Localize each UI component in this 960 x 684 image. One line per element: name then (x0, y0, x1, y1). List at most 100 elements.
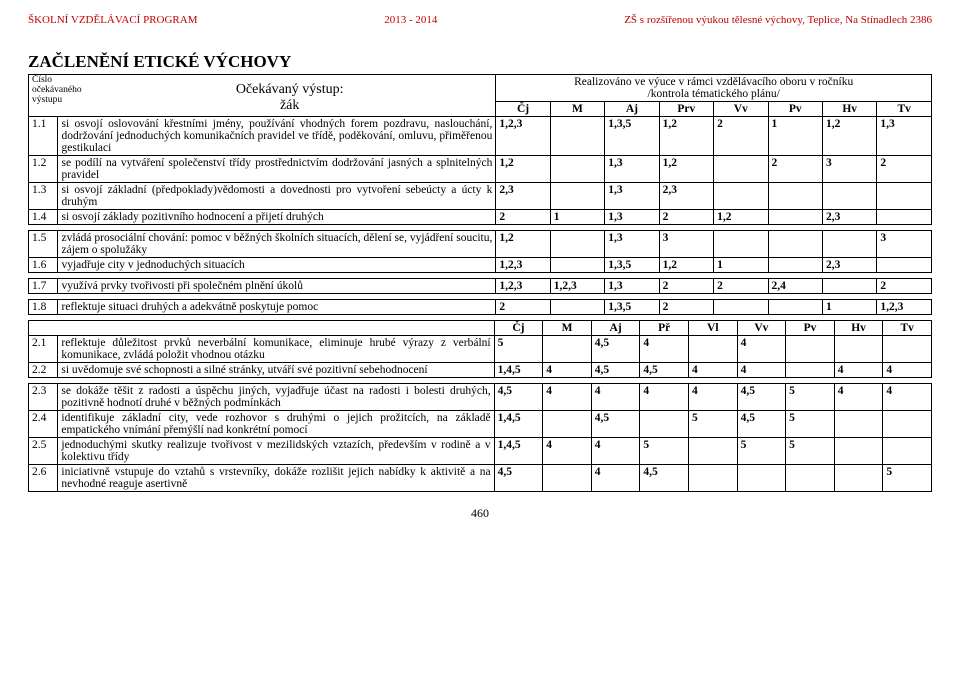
col-h: Tv (897, 103, 910, 115)
sub-r1: Realizováno ve výuce v rámci vzdělávacíh… (574, 76, 853, 88)
row-value: 1,3 (877, 117, 932, 156)
row-value: 1,3,5 (605, 258, 659, 273)
row-value: 4,5 (737, 411, 786, 438)
row-description: jednoduchými skutky realizuje tvořivost … (58, 438, 494, 465)
row-value (768, 300, 822, 315)
row-description: iniciativně vstupuje do vztahů s vrstevn… (58, 465, 494, 492)
col-h: Vv (734, 103, 748, 115)
row-value: 4 (640, 336, 689, 363)
col-h: Prv (677, 103, 695, 115)
table-row: 1.4si osvojí základy pozitivního hodnoce… (29, 210, 932, 225)
row-value (714, 183, 768, 210)
table-row: 2.6iniciativně vstupuje do vztahů s vrst… (29, 465, 932, 492)
row-number: 1.5 (29, 231, 58, 258)
col-h: Hv (851, 322, 866, 334)
row-value: 1,2 (714, 210, 768, 225)
row-value: 1,2 (659, 258, 713, 273)
row-value (834, 411, 883, 438)
row-value: 1,2 (659, 117, 713, 156)
row-description: se podílí na vytváření společenství tříd… (58, 156, 496, 183)
table-2b: 2.3se dokáže těšit z radosti a úspěchu j… (28, 383, 932, 492)
row-value: 3 (659, 231, 713, 258)
row-value: 2 (877, 156, 932, 183)
row-value (834, 465, 883, 492)
row-value (822, 231, 876, 258)
row-value: 4 (834, 384, 883, 411)
row-value: 1,2,3 (550, 279, 604, 294)
row-number: 1.8 (29, 300, 58, 315)
row-value (714, 156, 768, 183)
row-value: 1,4,5 (494, 438, 543, 465)
row-description: si osvojí oslovování křestními jmény, po… (58, 117, 496, 156)
row-value: 4,5 (591, 336, 640, 363)
table-row: 2.3se dokáže těšit z radosti a úspěchu j… (29, 384, 932, 411)
row-value (688, 438, 737, 465)
row-description: si osvojí základní (předpoklady)vědomost… (58, 183, 496, 210)
row-value: 2,3 (659, 183, 713, 210)
row-description: se dokáže těšit z radosti a úspěchu jiný… (58, 384, 494, 411)
row-value: 1,4,5 (494, 411, 543, 438)
col-h: Pv (789, 103, 802, 115)
col-h: Tv (900, 322, 913, 334)
row-number: 2.4 (29, 411, 58, 438)
row-value: 4 (543, 384, 592, 411)
row-description: si osvojí základy pozitivního hodnocení … (58, 210, 496, 225)
row-value: 5 (494, 336, 543, 363)
row-value: 5 (883, 465, 932, 492)
col-h: Pv (804, 322, 817, 334)
row-value: 1,2,3 (496, 279, 550, 294)
row-value: 4,5 (640, 363, 689, 378)
row-value: 1,2 (496, 156, 550, 183)
row-value: 2 (659, 279, 713, 294)
row-value (768, 183, 822, 210)
row-description: reflektuje důležitost prvků neverbální k… (58, 336, 494, 363)
sub-l3: výstupu (32, 95, 62, 105)
table-1b: 1.5zvládá prosociální chování: pomoc v b… (28, 230, 932, 273)
row-value: 1 (822, 300, 876, 315)
table-row: 1.8reflektuje situaci druhých a adekvátn… (29, 300, 932, 315)
row-value: 1,3 (605, 279, 659, 294)
table-row: 1.3si osvojí základní (předpoklady)vědom… (29, 183, 932, 210)
row-value: 1,3 (605, 183, 659, 210)
row-number: 2.2 (29, 363, 58, 378)
table-row: 1.2se podílí na vytváření společenství t… (29, 156, 932, 183)
table-1d: 1.8reflektuje situaci druhých a adekvátn… (28, 299, 932, 315)
row-value: 1,2 (659, 156, 713, 183)
row-number: 1.1 (29, 117, 58, 156)
row-value (883, 336, 932, 363)
row-value: 4 (591, 438, 640, 465)
row-value (877, 210, 932, 225)
row-value (550, 258, 604, 273)
col-header-row-2: Čj M Aj Př Vl Vv Pv Hv Tv (29, 321, 932, 336)
row-value: 4 (591, 465, 640, 492)
row-value: 4 (883, 363, 932, 378)
row-value (543, 336, 592, 363)
row-value: 4 (543, 363, 592, 378)
row-value (834, 438, 883, 465)
row-value: 4,5 (494, 465, 543, 492)
row-value (550, 156, 604, 183)
col-h: M (562, 322, 573, 334)
row-value: 4,5 (494, 384, 543, 411)
row-value: 1,3 (605, 231, 659, 258)
row-value (877, 183, 932, 210)
row-value: 4 (688, 384, 737, 411)
row-value: 4,5 (591, 363, 640, 378)
table-row: 1.5zvládá prosociální chování: pomoc v b… (29, 231, 932, 258)
row-value: 2 (496, 300, 550, 315)
row-value: 4 (834, 363, 883, 378)
row-value: 5 (786, 411, 835, 438)
row-value: 1,2,3 (496, 117, 550, 156)
row-value: 5 (688, 411, 737, 438)
row-number: 1.4 (29, 210, 58, 225)
row-value (768, 210, 822, 225)
row-description: identifikuje základní city, vede rozhovo… (58, 411, 494, 438)
row-value: 1,2 (822, 117, 876, 156)
row-value: 5 (786, 438, 835, 465)
header-center: 2013 - 2014 (384, 14, 437, 26)
row-value (550, 183, 604, 210)
row-description: vyjadřuje city v jednoduchých situacích (58, 258, 496, 273)
col-h: Vv (754, 322, 768, 334)
row-value: 2 (768, 156, 822, 183)
row-value: 2 (714, 117, 768, 156)
